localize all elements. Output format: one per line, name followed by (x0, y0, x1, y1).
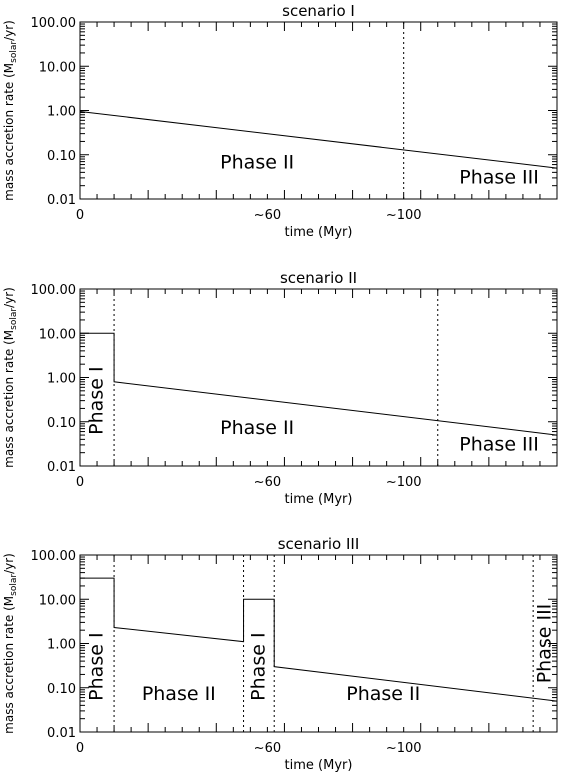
phase-annotation: Phase III (459, 433, 539, 455)
y-tick-label: 100.00 (31, 283, 77, 298)
chart-title: scenario I (282, 2, 355, 20)
x-tick-label: 0 (76, 741, 84, 756)
plot-frame (79, 554, 558, 733)
y-tick-label: 1.00 (47, 372, 76, 387)
accretion-rate-line (80, 577, 558, 702)
x-axis-label: time (Myr) (285, 225, 353, 240)
chart-panel-2: scenario II 100.00 10.00 1.00 0.10 0.010 ~60 ~1… (2, 269, 558, 507)
x-tick-label: ~60 (254, 208, 281, 223)
y-tick-label: 1.00 (47, 638, 76, 653)
accretion-rate-line (79, 110, 558, 169)
y-tick-label: 1.00 (47, 105, 76, 120)
phase-annotation: Phase II (346, 683, 420, 705)
y-tick-label: 0.10 (47, 682, 76, 697)
x-tick-label: 0 (76, 475, 84, 490)
y-axis-label: mass accretion rate (Msolar/yr) (2, 553, 19, 734)
x-axis-label: time (Myr) (285, 492, 353, 507)
phase-annotation: Phase I (247, 632, 269, 700)
y-tick-label: 10.00 (39, 593, 76, 608)
x-tick-label: ~100 (386, 475, 422, 490)
y-tick-label: 100.00 (31, 16, 77, 31)
x-tick-label: ~60 (254, 475, 281, 490)
phase-annotation: Phase II (142, 683, 216, 705)
x-tick-label: ~100 (386, 208, 422, 223)
x-tick-label: ~60 (254, 741, 281, 756)
accretion-rate-line (80, 332, 558, 436)
y-tick-label: 100.00 (31, 549, 77, 564)
chart-title: scenario II (280, 269, 357, 287)
chart-panel-3: scenario III 100.00 10.00 1.00 0.10 0.010 ~60 ~… (2, 535, 558, 773)
phase-annotation: Phase III (534, 604, 556, 684)
phase-annotation: Phase II (220, 152, 294, 174)
chart-title: scenario III (278, 535, 360, 553)
x-tick-label: 0 (76, 208, 84, 223)
y-tick-label: 10.00 (39, 327, 76, 342)
phase-annotation: Phase I (86, 366, 108, 434)
phase-annotation: Phase III (459, 166, 539, 188)
x-tick-label: ~100 (386, 741, 422, 756)
y-tick-label: 0.01 (47, 193, 76, 208)
x-axis-label: time (Myr) (285, 758, 353, 773)
y-tick-label: 0.01 (47, 460, 76, 475)
y-axis-label: mass accretion rate (Msolar/yr) (2, 287, 19, 468)
y-tick-label: 10.00 (39, 60, 76, 75)
y-tick-label: 0.01 (47, 726, 76, 741)
y-axis-label: mass accretion rate (Msolar/yr) (2, 20, 19, 201)
chart-panel-1: scenario I 100.00 10.00 1.00 0.10 0.010 ~60 ~10… (2, 2, 558, 240)
phase-annotation: Phase I (86, 632, 108, 700)
phase-annotation: Phase II (220, 417, 294, 439)
y-tick-label: 0.10 (47, 416, 76, 431)
y-tick-label: 0.10 (47, 149, 76, 164)
